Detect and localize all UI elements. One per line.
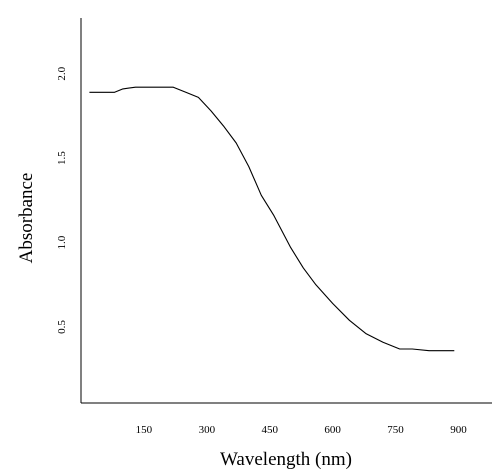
x-tick-label: 600 <box>324 424 341 436</box>
y-tick-label: 1.5 <box>56 151 68 165</box>
x-tick-label: 900 <box>450 424 467 436</box>
y-axis-title: Absorbance <box>16 173 37 264</box>
x-tick-label: 300 <box>199 424 216 436</box>
x-tick-label: 750 <box>387 424 404 436</box>
x-tick-labels: 150 300 450 600 750 900 <box>136 424 468 436</box>
y-tick-labels: 0.5 1.0 1.5 2.0 <box>56 66 68 334</box>
x-tick-label: 450 <box>261 424 278 436</box>
x-tick-label: 150 <box>136 424 153 436</box>
y-tick-label: 2.0 <box>56 66 68 80</box>
y-tick-label: 0.5 <box>56 320 68 334</box>
x-axis-title: Wavelength (nm) <box>220 449 352 470</box>
y-tick-label: 1.0 <box>56 235 68 249</box>
absorbance-series-line <box>89 86 455 352</box>
